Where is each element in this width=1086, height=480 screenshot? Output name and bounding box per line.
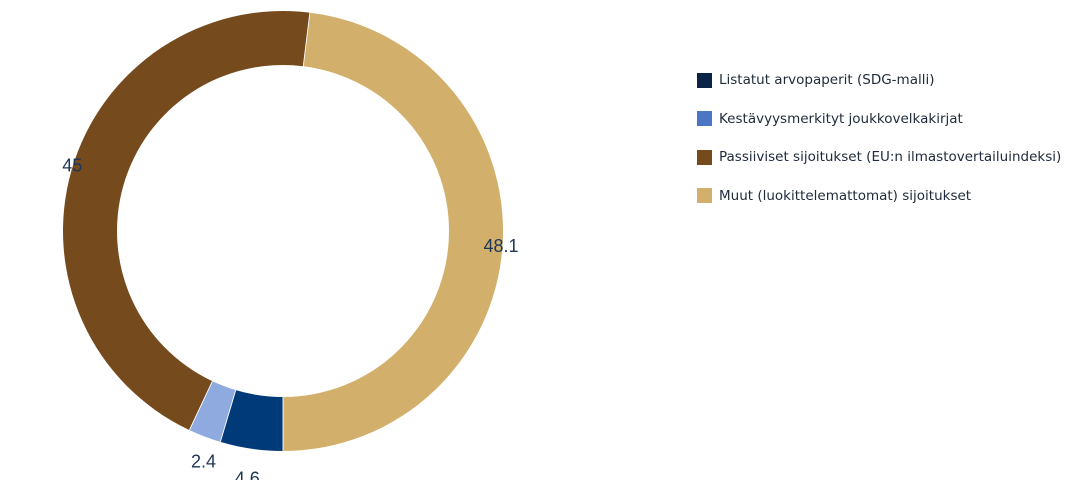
slice-sustainability-bonds	[189, 381, 236, 442]
legend-swatch	[697, 72, 712, 88]
slice-other-investments	[283, 12, 503, 451]
legend-label: Listatut arvopaperit (SDG-malli)	[719, 72, 935, 88]
donut-slices	[62, 11, 503, 451]
legend-swatch	[697, 111, 712, 126]
chart-legend: Listatut arvopaperit (SDG-malli) Kestävy…	[697, 70, 1061, 224]
legend-item-passive-investments: Passiiviset sijoitukset (EU:n ilmastover…	[697, 147, 1061, 167]
value-label-sustainability-bonds: 2.4	[191, 451, 216, 471]
value-label-listed-securities: 4.6	[235, 468, 260, 480]
donut-value-labels: 4.6 2.4 45 48.1	[62, 156, 518, 480]
slice-listed-securities	[220, 390, 283, 451]
legend-label: Kestävyysmerkityt joukkovelkakirjat	[719, 110, 963, 127]
legend-item-other-investments: Muut (luokittelemattomat) sijoitukset	[697, 186, 1061, 206]
value-label-passive-investments: 45	[62, 156, 82, 176]
donut-chart: 4.6 2.4 45 48.1	[62, 11, 519, 480]
legend-item-listed-securities: Listatut arvopaperit (SDG-malli)	[697, 70, 1061, 90]
legend-swatch	[697, 188, 712, 203]
value-label-other-investments: 48.1	[483, 236, 518, 256]
slice-passive-investments	[62, 11, 310, 430]
legend-swatch	[697, 149, 712, 165]
legend-label: Muut (luokittelemattomat) sijoitukset	[719, 187, 972, 204]
legend-label: Passiiviset sijoitukset (EU:n ilmastover…	[719, 149, 1062, 165]
legend-item-sustainability-bonds: Kestävyysmerkityt joukkovelkakirjat	[697, 109, 1061, 129]
